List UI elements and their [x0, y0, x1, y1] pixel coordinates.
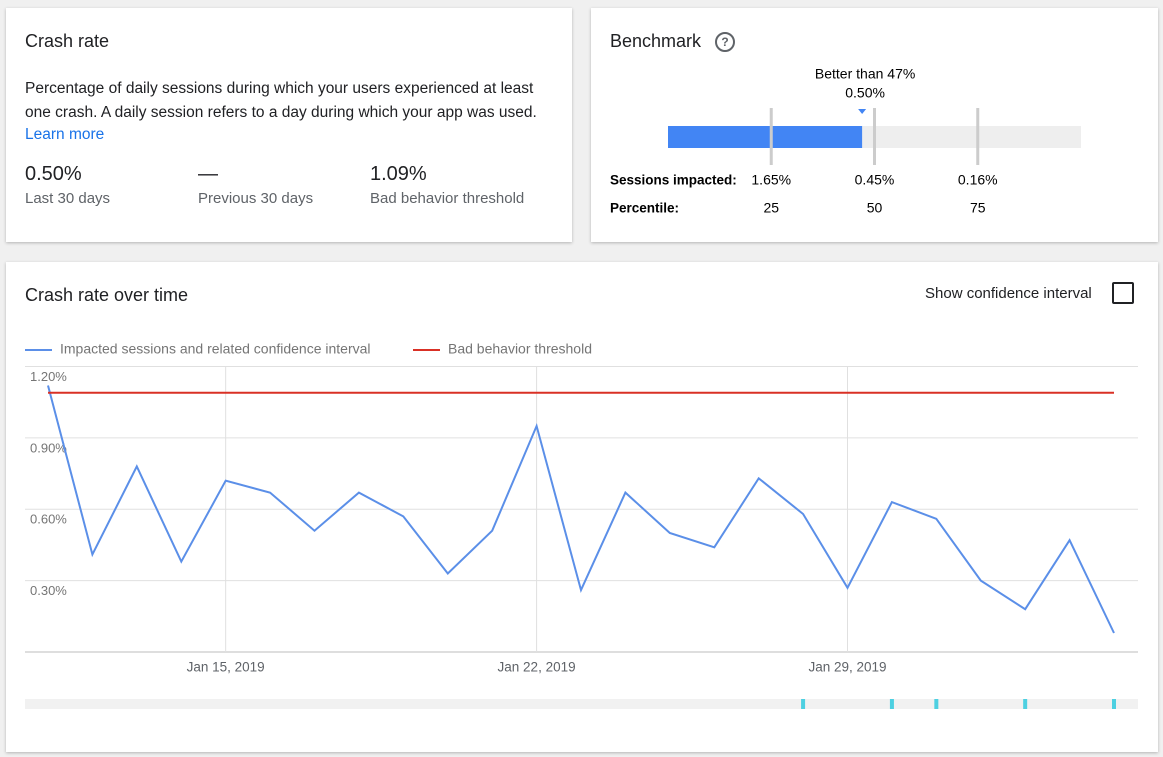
event-marker — [801, 699, 806, 709]
checkbox[interactable] — [1112, 282, 1134, 304]
benchmark-value: 0.50% — [845, 85, 885, 101]
y-tick-label: 0.30% — [30, 583, 67, 598]
x-tick-label: Jan 22, 2019 — [498, 660, 576, 675]
y-tick-label: 0.60% — [30, 512, 67, 527]
card-title: Crash rate over time — [25, 285, 189, 305]
sessions-value: 1.65% — [751, 172, 791, 188]
toggle-label: Show confidence interval — [925, 285, 1092, 302]
percentile-value: 75 — [970, 200, 986, 216]
x-tick-label: Jan 29, 2019 — [808, 660, 886, 675]
event-marker — [889, 699, 894, 709]
stat-value: 1.09% — [370, 163, 427, 185]
row-label: Sessions impacted: — [610, 173, 737, 188]
percentile-value: 25 — [763, 200, 779, 216]
stat-value: — — [198, 163, 218, 185]
stat-label: Last 30 days — [25, 190, 111, 207]
percentile-value: 50 — [867, 200, 883, 216]
card-title: Benchmark — [610, 31, 702, 51]
crash-rate-card — [6, 8, 572, 242]
event-strip — [25, 699, 1138, 709]
event-marker — [1112, 699, 1116, 709]
benchmark-fill — [668, 126, 863, 148]
series-line — [47, 385, 1115, 634]
legend-label: Impacted sessions and related confidence… — [60, 341, 371, 357]
event-marker — [1023, 699, 1028, 709]
sessions-value: 0.16% — [958, 172, 998, 188]
sessions-value: 0.45% — [855, 172, 895, 188]
stat-label: Bad behavior threshold — [370, 190, 525, 207]
description: Percentage of daily sessions during whic… — [25, 80, 537, 121]
benchmark-pointer — [858, 109, 867, 114]
event-marker — [934, 699, 939, 709]
benchmark-label: Better than 47% — [815, 66, 915, 82]
help-icon[interactable]: ? — [715, 32, 735, 52]
over-time-card — [6, 262, 1158, 752]
learn-more-link[interactable]: Learn more — [25, 126, 105, 143]
stat-value: 0.50% — [25, 163, 82, 185]
stat-label: Previous 30 days — [198, 190, 314, 207]
row-label: Percentile: — [610, 201, 679, 216]
card-title: Crash rate — [25, 31, 110, 51]
legend-label: Bad behavior threshold — [448, 341, 592, 357]
y-tick-label: 0.90% — [30, 440, 67, 455]
x-tick-label: Jan 15, 2019 — [187, 660, 265, 675]
y-tick-label: 1.20% — [30, 369, 67, 384]
